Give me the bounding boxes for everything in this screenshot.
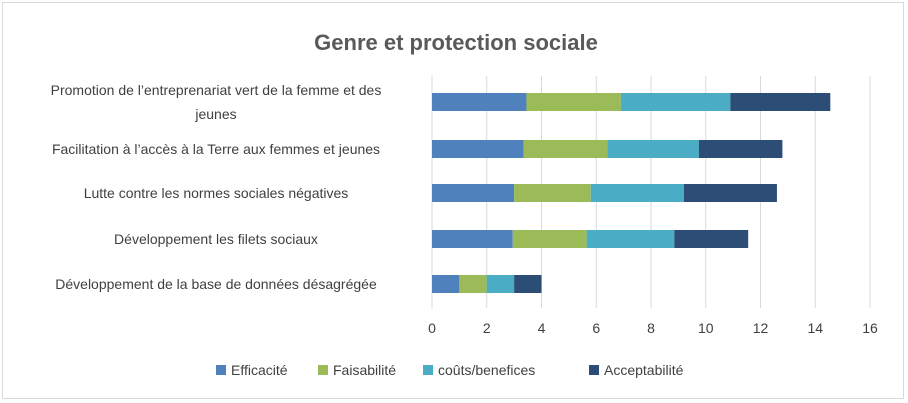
- bar-segment-co-ts-benefices: [586, 230, 675, 248]
- x-tick-label: 10: [698, 320, 714, 336]
- x-tick-label: 0: [428, 320, 436, 336]
- x-tick-label: 2: [483, 320, 491, 336]
- x-tick-label: 14: [807, 320, 823, 336]
- legend-label: Efficacité: [231, 362, 288, 378]
- bar-segment-acceptabilit-: [514, 275, 542, 293]
- bar-segment-co-ts-benefices: [620, 93, 731, 111]
- chart-frame: Genre et protection sociale Promotion de…: [2, 2, 904, 399]
- bar-segment-efficacit-: [432, 275, 460, 293]
- legend-label: coûts/benefices: [438, 362, 535, 378]
- bar-segment-faisabilit-: [514, 184, 591, 202]
- bar-segment-efficacit-: [432, 230, 513, 248]
- x-tick-label: 16: [862, 320, 878, 336]
- legend-swatch: [318, 365, 328, 375]
- x-tick-label: 8: [647, 320, 655, 336]
- bar-segment-acceptabilit-: [683, 184, 777, 202]
- x-tick-label: 4: [538, 320, 546, 336]
- bar-segment-faisabilit-: [523, 140, 608, 158]
- legend-swatch: [216, 365, 226, 375]
- x-tick-label: 6: [592, 320, 600, 336]
- bar-segment-faisabilit-: [512, 230, 587, 248]
- x-tick-label: 12: [753, 320, 769, 336]
- category-label: Développement de la base de données désa…: [55, 276, 377, 292]
- category-label: Facilitation à l’accès à la Terre aux fe…: [52, 141, 380, 157]
- category-label: Lutte contre les normes sociales négativ…: [84, 185, 349, 201]
- legend-label: Faisabilité: [333, 362, 396, 378]
- chart-title: Genre et protection sociale: [314, 30, 598, 55]
- stacked-bar-chart: Genre et protection sociale Promotion de…: [51, 30, 878, 378]
- bar-segment-efficacit-: [432, 184, 515, 202]
- bar-segment-co-ts-benefices: [607, 140, 699, 158]
- bar-segment-co-ts-benefices: [486, 275, 515, 293]
- bar-segment-acceptabilit-: [674, 230, 749, 248]
- legend-swatch: [589, 365, 599, 375]
- bar-segment-co-ts-benefices: [590, 184, 684, 202]
- legend-swatch: [423, 365, 433, 375]
- bars: [432, 93, 831, 293]
- bar-segment-acceptabilit-: [698, 140, 783, 158]
- bar-segment-acceptabilit-: [730, 93, 831, 111]
- bar-segment-efficacit-: [432, 93, 527, 111]
- legend: Efficacité Faisabilité coûts/benefices Acce…: [216, 362, 684, 378]
- category-label: Développement les filets sociaux: [114, 231, 318, 247]
- x-axis-ticks: 0 2 4 6 8 10 12 14 16: [428, 320, 878, 336]
- bar-segment-efficacit-: [432, 140, 524, 158]
- category-labels: Promotion de l’entreprenariat vert de la…: [51, 82, 382, 292]
- bar-segment-faisabilit-: [526, 93, 621, 111]
- category-label: Promotion de l’entreprenariat vert de la…: [51, 82, 382, 122]
- legend-label: Acceptabilité: [604, 362, 684, 378]
- bar-segment-faisabilit-: [459, 275, 487, 293]
